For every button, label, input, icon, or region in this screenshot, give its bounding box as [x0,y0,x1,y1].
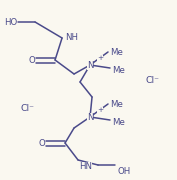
Text: Me: Me [110,100,123,109]
Text: O: O [38,138,45,147]
Text: O: O [28,55,35,64]
Text: +: + [97,107,103,113]
Text: OH: OH [117,167,130,176]
Text: Cl⁻: Cl⁻ [20,103,34,112]
Text: N: N [87,60,93,69]
Text: +: + [97,55,103,61]
Text: HN: HN [79,162,92,171]
Text: N: N [87,112,93,122]
Text: HO: HO [4,17,17,26]
Text: Me: Me [112,66,125,75]
Text: Me: Me [110,48,123,57]
Text: Cl⁻: Cl⁻ [145,75,159,84]
Text: Me: Me [112,118,125,127]
Text: NH: NH [65,33,78,42]
